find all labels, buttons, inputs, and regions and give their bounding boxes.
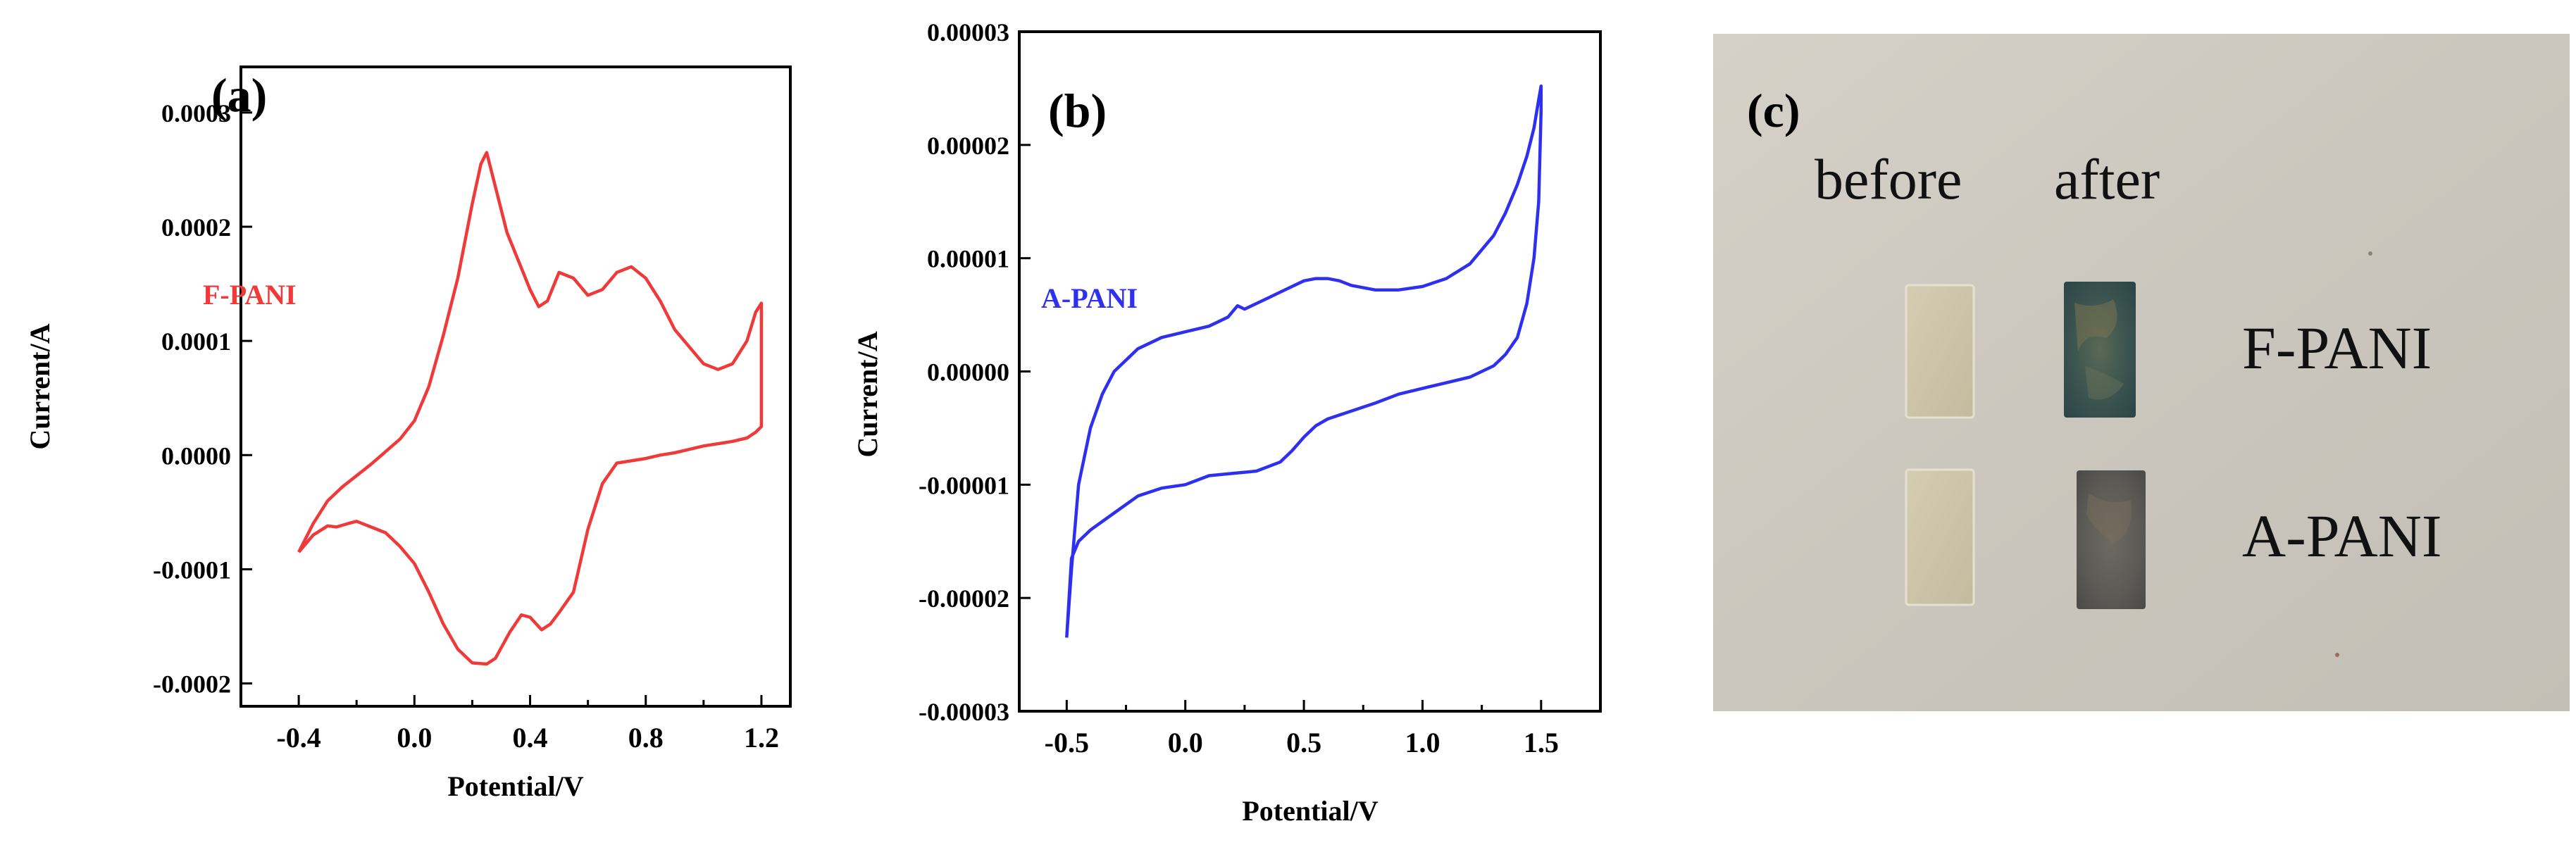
x-tick-label: -0.5 (1045, 727, 1089, 758)
panel-b-label: (b) (1048, 84, 1107, 137)
panel-a-label: (a) (211, 68, 267, 122)
f-pani-stain (2074, 299, 2117, 352)
f-pani-row-label: F-PANI (2242, 314, 2432, 382)
f-pani-cv-curve (297, 151, 764, 666)
y-tick-label: 0.0003 (161, 99, 231, 127)
x-tick-label: 0.0 (1168, 727, 1203, 758)
before-heading: before (1815, 147, 1962, 211)
y-tick-label: -0.00002 (919, 584, 1009, 613)
y-tick-label: 0.00003 (927, 18, 1009, 46)
y-tick-label: -0.00001 (919, 471, 1009, 499)
x-tick-label: 0.5 (1286, 727, 1321, 758)
x-tick-label: 1.0 (1405, 727, 1440, 758)
f-pani-stain (2085, 366, 2124, 400)
photo-speck (2368, 251, 2372, 256)
x-tick-label: 0.8 (628, 722, 664, 753)
x-tick-label: 0.4 (513, 722, 548, 753)
y-tick-label: 0.0001 (161, 327, 231, 356)
a-pani-stain (2086, 493, 2132, 542)
a-pani-sample-before (1905, 468, 1975, 606)
a-pani-row-label: A-PANI (2242, 502, 2442, 570)
plot-b: -0.5 0.0 0.5 1.0 1.5 -0.00003-0.00002-0.0000… (852, 18, 1602, 827)
x-tick-label: 1.5 (1524, 727, 1559, 758)
plot-b-x-label: Potential/V (1242, 795, 1378, 827)
plot-a-y-label: Current/A (24, 323, 56, 449)
a-pani-cv-curve (1065, 84, 1543, 638)
f-pani-sample-before (1905, 284, 1975, 419)
x-tick-label: -0.4 (276, 722, 321, 753)
a-pani-legend: A-PANI (1041, 282, 1138, 314)
plot-a-frame (239, 65, 792, 708)
panel-c-label: (c) (1747, 84, 1800, 137)
plot-b-y-ticks: -0.00003 -0.00002 -0.00001 0.00000 0.00001 0.… (919, 18, 1031, 726)
y-tick-label: 0.0002 (161, 213, 231, 242)
y-tick-label: -0.00003 (919, 698, 1009, 726)
y-tick-label: 0.00001 (927, 245, 1009, 273)
x-tick-label: 0.0 (397, 722, 432, 753)
plot-a-x-label: Potential/V (447, 770, 583, 802)
plot-a-y-ticks: -0.0002 -0.0001 0.0000 0.0001 0.0002 0.0003 (153, 99, 252, 699)
f-pani-legend: F-PANI (203, 279, 297, 311)
y-tick-label: 0.00002 (927, 132, 1009, 160)
y-tick-label: -0.0001 (153, 556, 231, 584)
a-pani-sample-after (2077, 470, 2146, 609)
plot-a: -0.4 0.0 0.4 0.8 1.2 -0.0002 -0.0001 0.0000 0.0… (24, 65, 792, 802)
y-tick-label: -0.0002 (153, 670, 231, 699)
y-tick-label: 0.0000 (161, 442, 231, 470)
after-heading: after (2054, 147, 2160, 211)
photo-background (1713, 34, 2570, 711)
y-tick-label: 0.00000 (927, 358, 1009, 387)
plot-a-x-ticks: -0.4 0.0 0.4 0.8 1.2 (276, 695, 779, 753)
plot-b-x-ticks: -0.5 0.0 0.5 1.0 1.5 (1045, 700, 1559, 758)
photo-panel: (c) before after F-PANI A-PANI (1713, 34, 2570, 711)
x-tick-label: 1.2 (744, 722, 779, 753)
plot-b-y-label: Current/A (852, 331, 883, 457)
photo-speck (2335, 653, 2339, 657)
